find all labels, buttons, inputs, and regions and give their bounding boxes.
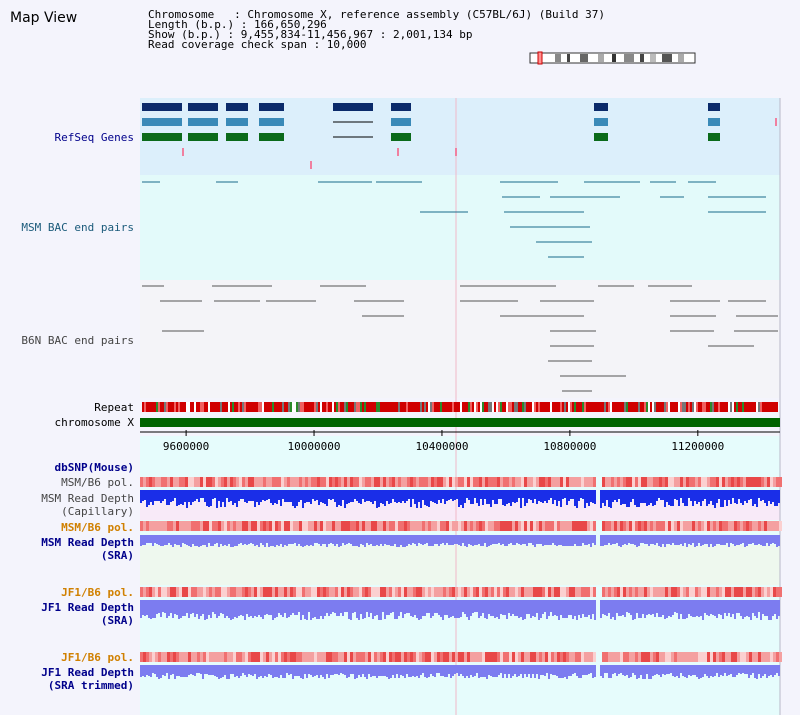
chromosome-line: Chromosome : Chromosome X, reference ass…: [148, 8, 605, 21]
page-title: Map View: [10, 10, 78, 26]
label-msm-b6-pol-1: MSM/B6 pol.: [61, 476, 134, 489]
label-repeat: Repeat: [94, 401, 134, 414]
refseq-gene-models[interactable]: [142, 103, 777, 169]
ideogram-position-marker: [537, 51, 543, 65]
label-msm-read-depth-capillary: MSM Read Depth: [41, 492, 134, 505]
b6n-bac-end-pairs[interactable]: [142, 285, 778, 392]
label-jf1-b6-pol-1: JF1/B6 pol.: [61, 586, 134, 599]
length-line: Length (b.p.) : 166,650,296: [148, 18, 327, 31]
label-msm-read-depth-sra: MSM Read Depth: [41, 536, 134, 549]
jf1-b6-pol-track-2[interactable]: [140, 652, 782, 662]
msm-bac-end-pairs[interactable]: [142, 181, 766, 258]
jf1-b6-pol-track-1[interactable]: [140, 587, 782, 597]
label-capillary: (Capillary): [61, 505, 134, 518]
label-jf1-sra: (SRA): [100, 614, 134, 627]
msm-b6-pol-track-2[interactable]: [140, 521, 782, 531]
label-sra-trimmed: (SRA trimmed): [47, 679, 134, 692]
axis-tick-label: 10400000: [415, 440, 468, 453]
label-jf1-b6-pol-2: JF1/B6 pol.: [61, 651, 134, 664]
chromosome-ideogram[interactable]: [529, 51, 696, 65]
label-msm-b6-pol-2: MSM/B6 pol.: [61, 521, 134, 534]
label-jf1-read-depth-trimmed: JF1 Read Depth: [41, 666, 134, 679]
coverage-span-line: Read coverage check span : 10,000: [148, 38, 367, 51]
label-jf1-read-depth-sra: JF1 Read Depth: [41, 601, 134, 614]
msm-read-depth-capillary-track[interactable]: [140, 490, 780, 508]
axis-tick-label: 10800000: [543, 440, 596, 453]
chromosome-bar[interactable]: [140, 418, 780, 427]
jf1-read-depth-trimmed-track[interactable]: [140, 665, 780, 679]
label-msm-bac-end-pairs[interactable]: MSM BAC end pairs: [21, 221, 134, 234]
label-dbsnp[interactable]: dbSNP(Mouse): [54, 461, 134, 474]
axis-tick-label: 10000000: [288, 440, 341, 453]
chromosome-info-panel: Chromosome : Chromosome X, reference ass…: [148, 8, 605, 51]
label-b6n-bac-end-pairs[interactable]: B6N BAC end pairs: [21, 334, 134, 347]
msm-b6-pol-track-1[interactable]: [140, 477, 782, 487]
msm-sra-depth-bg: [140, 545, 780, 585]
axis-tick-label: 9600000: [163, 440, 209, 453]
repeat-track-bar[interactable]: [142, 402, 778, 412]
bp-axis: 9600000 10000000 10400000 10800000 11200000: [140, 430, 780, 453]
msm-bac-track-bg: [140, 175, 780, 280]
show-range-line: Show (b.p.) : 9,455,834-11,456,967 : 2,0…: [148, 28, 473, 41]
jf1-read-depth-sra-track[interactable]: [140, 600, 780, 620]
label-msm-sra: (SRA): [100, 549, 134, 562]
b6n-bac-track-bg: [140, 280, 780, 398]
axis-tick-label: 11200000: [671, 440, 724, 453]
label-refseq-genes[interactable]: RefSeq Genes: [54, 131, 134, 144]
msm-read-depth-sra-track[interactable]: [140, 535, 780, 547]
label-chromosome: chromosome X: [54, 416, 134, 429]
